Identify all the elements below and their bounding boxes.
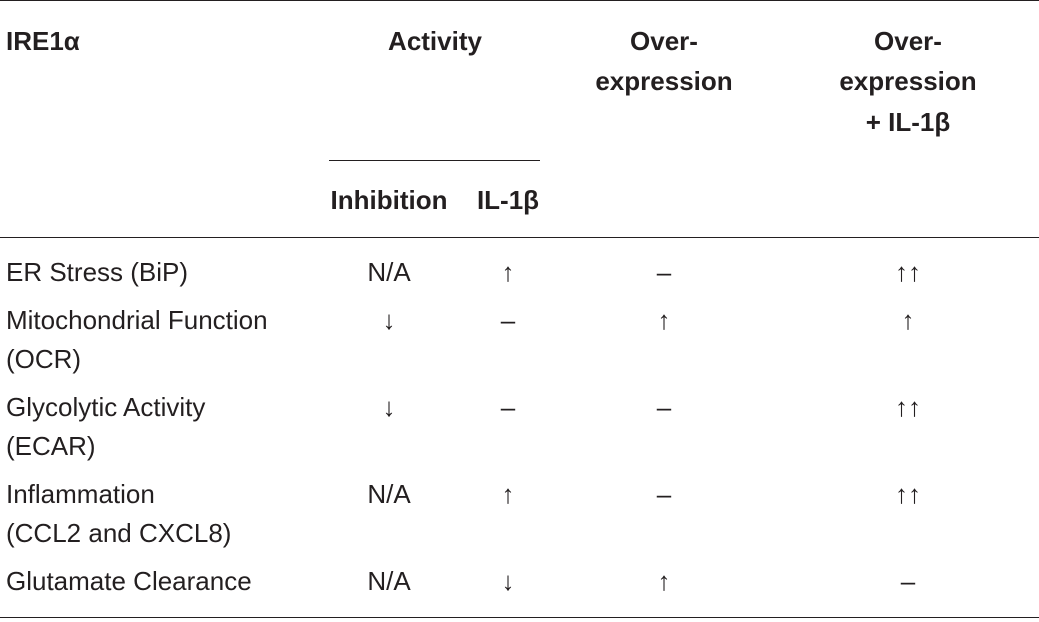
row-label: Mitochondrial Function [6,305,268,335]
cell-overexpression: – [656,479,672,509]
header-il1b: IL-1β [476,185,540,215]
header-overexpression-line1: Over- [630,26,698,56]
cell-il1b: – [500,392,516,422]
header-activity: Activity [388,26,482,56]
activity-spanner-rule [329,160,540,161]
row-label: Inflammation [6,479,155,509]
cell-overexpression: – [656,392,672,422]
table-top-rule [0,0,1039,1]
header-bottom-rule [0,237,1039,238]
row-label: ER Stress (BiP) [6,257,189,287]
header-ire1a: IRE1α [6,26,80,56]
cell-overexpression: – [656,257,672,287]
header-overexp-il1b-line1: Over- [874,26,942,56]
row-label-sub: (OCR) [6,344,82,374]
cell-inhibition: ↓ [382,392,396,422]
cell-overexpression: ↑ [657,566,671,596]
row-label: Glutamate Clearance [6,566,252,596]
cell-overexp-il1b: ↑ [901,305,915,335]
cell-overexpression: ↑ [657,305,671,335]
header-overexp-il1b-line3: + IL-1β [865,107,951,137]
row-label-sub: (ECAR) [6,431,96,461]
header-inhibition: Inhibition [330,185,448,215]
cell-inhibition: ↓ [382,305,396,335]
row-label-sub: (CCL2 and CXCL8) [6,518,232,548]
cell-il1b: – [500,305,516,335]
header-overexp-il1b-line2: expression [839,66,977,96]
table-bottom-rule [0,617,1039,618]
row-label: Glycolytic Activity [6,392,206,422]
cell-inhibition: N/A [367,566,411,596]
cell-inhibition: N/A [367,257,411,287]
header-overexpression-line2: expression [595,66,733,96]
cell-overexp-il1b: ↑↑ [895,392,921,422]
cell-il1b: ↓ [501,566,515,596]
cell-overexp-il1b: – [900,566,916,596]
cell-overexp-il1b: ↑↑ [895,479,921,509]
cell-inhibition: N/A [367,479,411,509]
cell-il1b: ↑ [501,257,515,287]
cell-overexp-il1b: ↑↑ [895,257,921,287]
cell-il1b: ↑ [501,479,515,509]
